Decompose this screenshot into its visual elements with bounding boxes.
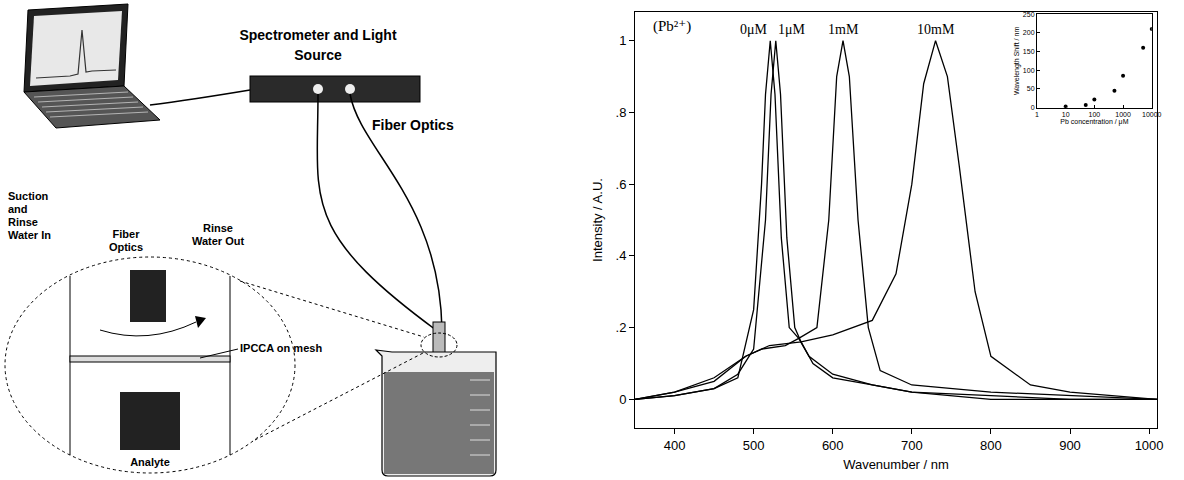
svg-text:200: 200 bbox=[1023, 29, 1035, 36]
svg-text:Intensity / A.U.: Intensity / A.U. bbox=[590, 178, 605, 262]
svg-text:Spectrometer and Light: Spectrometer and Light bbox=[239, 27, 396, 43]
svg-text:900: 900 bbox=[1059, 438, 1081, 453]
svg-text:1mM: 1mM bbox=[828, 22, 859, 37]
svg-text:0μM: 0μM bbox=[740, 22, 768, 37]
svg-text:10mM: 10mM bbox=[917, 22, 955, 37]
svg-text:1000: 1000 bbox=[1115, 111, 1131, 118]
svg-text:0: 0 bbox=[1031, 104, 1035, 111]
svg-text:50: 50 bbox=[1027, 85, 1035, 92]
svg-text:Wavenumber / nm: Wavenumber / nm bbox=[843, 457, 949, 472]
svg-text:Wavelength Shift / nm: Wavelength Shift / nm bbox=[1013, 27, 1021, 95]
svg-text:0: 0 bbox=[619, 392, 626, 407]
svg-text:150: 150 bbox=[1023, 48, 1035, 55]
svg-text:Optics: Optics bbox=[109, 241, 143, 253]
svg-text:700: 700 bbox=[901, 438, 923, 453]
svg-text:400: 400 bbox=[664, 438, 686, 453]
svg-text:250: 250 bbox=[1023, 11, 1035, 18]
svg-text:1000: 1000 bbox=[1135, 438, 1164, 453]
svg-text:100: 100 bbox=[1089, 111, 1101, 118]
svg-text:500: 500 bbox=[743, 438, 765, 453]
svg-text:Rinse: Rinse bbox=[203, 222, 233, 234]
svg-text:Water Out: Water Out bbox=[192, 235, 244, 247]
svg-text:800: 800 bbox=[980, 438, 1002, 453]
svg-text:600: 600 bbox=[822, 438, 844, 453]
svg-text:.6: .6 bbox=[616, 177, 627, 192]
svg-text:Pb concentration / μM: Pb concentration / μM bbox=[1060, 118, 1128, 126]
svg-text:10000: 10000 bbox=[1142, 111, 1162, 118]
svg-text:Rinse: Rinse bbox=[8, 216, 38, 228]
svg-text:1: 1 bbox=[619, 33, 626, 48]
svg-text:1: 1 bbox=[1035, 111, 1039, 118]
svg-text:IPCCA on mesh: IPCCA on mesh bbox=[240, 342, 322, 354]
svg-text:Source: Source bbox=[294, 47, 342, 63]
svg-text:Suction: Suction bbox=[8, 190, 49, 202]
svg-text:.8: .8 bbox=[616, 105, 627, 120]
svg-text:Analyte: Analyte bbox=[130, 456, 170, 468]
svg-text:(Pb²⁺): (Pb²⁺) bbox=[653, 18, 691, 35]
svg-text:100: 100 bbox=[1023, 67, 1035, 74]
svg-text:1μM: 1μM bbox=[778, 22, 806, 37]
svg-text:Water In: Water In bbox=[8, 229, 51, 241]
svg-text:.2: .2 bbox=[616, 320, 627, 335]
svg-text:.4: .4 bbox=[616, 248, 627, 263]
svg-text:Fiber Optics: Fiber Optics bbox=[372, 117, 454, 133]
svg-text:Fiber: Fiber bbox=[113, 228, 141, 240]
svg-text:10: 10 bbox=[1062, 111, 1070, 118]
svg-text:and: and bbox=[8, 203, 28, 215]
